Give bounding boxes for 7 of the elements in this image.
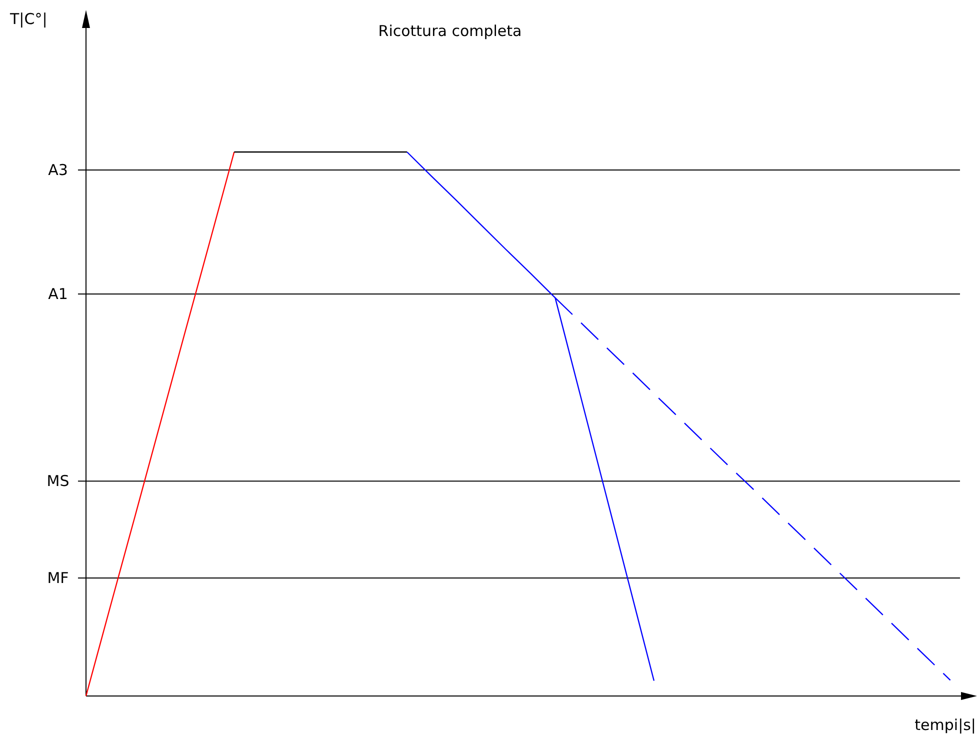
text: T|C°| <box>9 10 48 28</box>
x-axis-title: tempi|s| <box>914 716 976 734</box>
ref-line-label: A1 <box>48 284 68 303</box>
ref-line-label: MS <box>46 472 70 490</box>
ref-line-label: MF <box>47 568 69 587</box>
chart-title: Ricottura completa <box>378 22 522 40</box>
ref-line-label: A3 <box>48 160 68 179</box>
